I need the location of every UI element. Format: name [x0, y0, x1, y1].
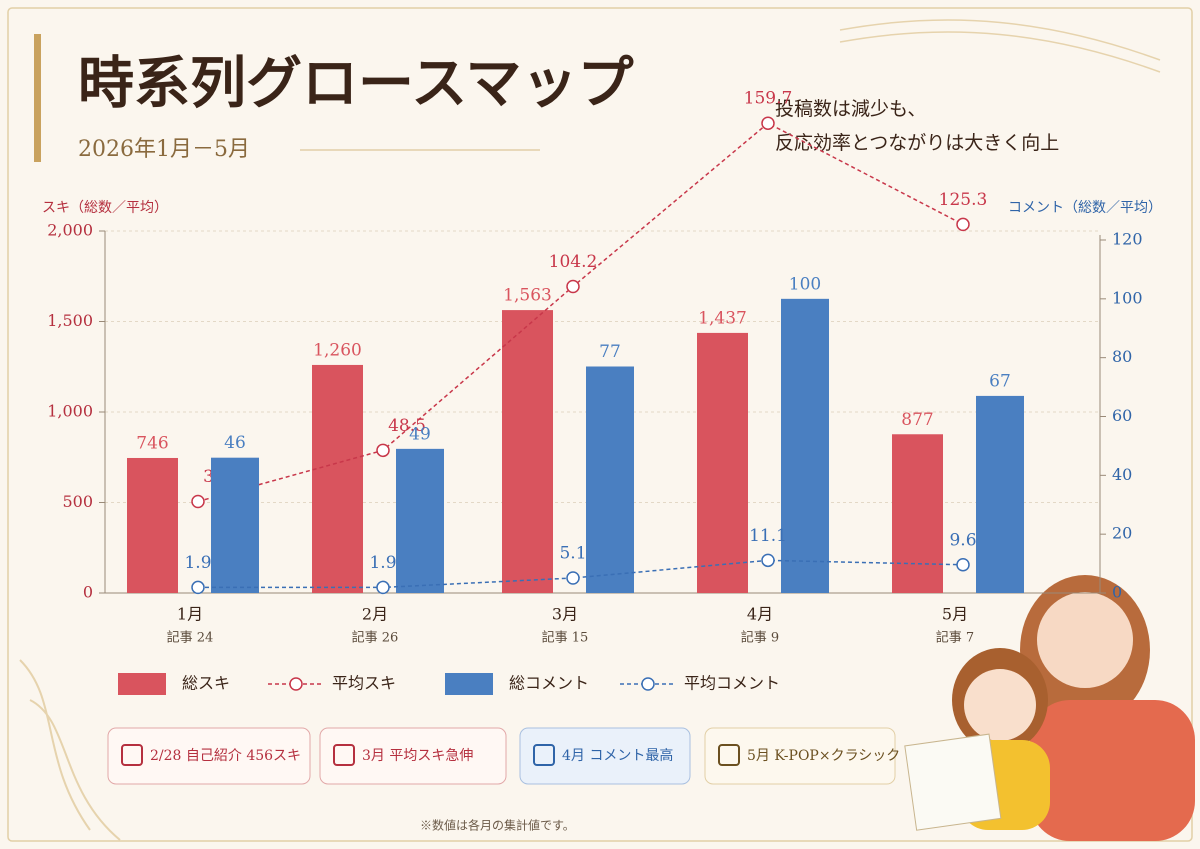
y-tick-label: 1,000: [47, 402, 93, 421]
bar: [127, 457, 178, 593]
bar: [697, 332, 748, 593]
point: [761, 116, 775, 130]
bar: [211, 457, 259, 593]
legend-label: 平均コメント: [684, 674, 780, 693]
y2-tick-label: 100: [1112, 288, 1143, 307]
legend-swatch: [641, 677, 655, 691]
value-label: 48.5: [388, 416, 426, 436]
bar: [976, 395, 1024, 593]
bar: [396, 448, 444, 593]
y-tick-label: 1,500: [47, 311, 93, 330]
y2-axis-title: コメント（総数／平均）: [1008, 200, 1162, 216]
callout-text: 3月 平均スキ急伸: [362, 748, 473, 764]
value-label: 746: [136, 433, 168, 453]
bar: [781, 298, 829, 593]
headline: 投稿数は減少も、: [775, 98, 926, 120]
legend-swatch: [118, 673, 166, 695]
x-tick-label: 2月: [362, 605, 388, 624]
x-sub-label: 記事 24: [167, 630, 214, 646]
headline: 反応効率とつながりは大きく向上: [775, 132, 1059, 154]
x-tick-label: 5月: [942, 605, 968, 624]
value-label: 125.3: [939, 190, 988, 210]
y2-tick-label: 0: [1112, 583, 1122, 602]
value-label: 877: [901, 410, 933, 430]
point: [191, 580, 205, 595]
title-accent: [34, 34, 41, 162]
callout-icon: [533, 744, 555, 766]
y2-tick-label: 80: [1112, 347, 1132, 366]
illustration: [904, 575, 1195, 841]
value-label: 1.9: [184, 553, 211, 573]
point: [956, 558, 970, 572]
y2-tick-label: 120: [1112, 230, 1143, 249]
x-sub-label: 記事 7: [936, 630, 974, 646]
callout-text: 4月 コメント最高: [562, 747, 673, 764]
value-label: 100: [789, 274, 821, 294]
value-label: 46: [224, 433, 246, 453]
point: [376, 443, 390, 458]
value-label: 77: [599, 342, 621, 362]
callout-box: [319, 727, 507, 785]
value-label: 49: [409, 424, 431, 444]
legend-label: 総スキ: [182, 674, 230, 693]
value-label: 67: [989, 371, 1011, 391]
value-label: 9.6: [949, 530, 976, 550]
callout-text: 2/28 自己紹介 456スキ: [150, 748, 301, 764]
callout-box: [519, 727, 691, 785]
y2-tick-label: 20: [1112, 524, 1132, 543]
y2-tick-label: 60: [1112, 406, 1132, 425]
bar: [586, 366, 634, 593]
bar: [892, 434, 943, 593]
callout-box: [107, 727, 311, 785]
bar: [502, 310, 553, 593]
callout-icon: [718, 744, 740, 766]
legend-label: 平均スキ: [332, 674, 396, 693]
point: [956, 217, 970, 232]
legend-swatch: [445, 673, 493, 695]
footnote: ※数値は各月の集計値です。: [420, 818, 575, 833]
value-label: 1.9: [369, 553, 396, 573]
callout-icon: [121, 744, 143, 766]
date-range: 2026年1月－5月: [78, 137, 250, 162]
x-sub-label: 記事 26: [352, 630, 399, 646]
frame: [7, 7, 1193, 842]
bar: [312, 364, 363, 593]
y-axis-title: スキ（総数／平均）: [42, 200, 168, 216]
value-label: 5.1: [559, 543, 586, 563]
value-label: 159.7: [744, 89, 793, 109]
x-tick-label: 1月: [177, 605, 203, 624]
x-sub-label: 記事 9: [741, 630, 779, 646]
callout-box: [704, 727, 896, 785]
point: [191, 494, 205, 509]
x-sub-label: 記事 15: [542, 630, 589, 646]
x-tick-label: 4月: [747, 605, 773, 624]
point: [566, 279, 580, 294]
value-label: 11.1: [749, 526, 787, 546]
y-tick-label: 500: [62, 492, 93, 511]
value-label: 104.2: [549, 252, 598, 272]
value-label: 1,437: [698, 308, 747, 328]
chart-title: 時系列グロースマップ: [78, 51, 634, 117]
point: [761, 553, 775, 568]
point: [566, 571, 580, 585]
legend-swatch: [289, 677, 303, 691]
value-label: 1,563: [503, 286, 552, 306]
decoration: [839, 31, 1161, 73]
decoration: [19, 659, 121, 841]
callout-icon: [333, 744, 355, 766]
decoration: [839, 19, 1161, 61]
callout-text: 5月 K-POP×クラシック: [747, 748, 900, 764]
value-label: 1,260: [313, 340, 362, 360]
y-tick-label: 2,000: [47, 221, 93, 240]
legend-label: 総コメント: [509, 674, 589, 693]
point: [376, 580, 390, 595]
y2-tick-label: 40: [1112, 465, 1132, 484]
x-tick-label: 3月: [552, 605, 578, 624]
y-tick-label: 0: [83, 583, 93, 602]
